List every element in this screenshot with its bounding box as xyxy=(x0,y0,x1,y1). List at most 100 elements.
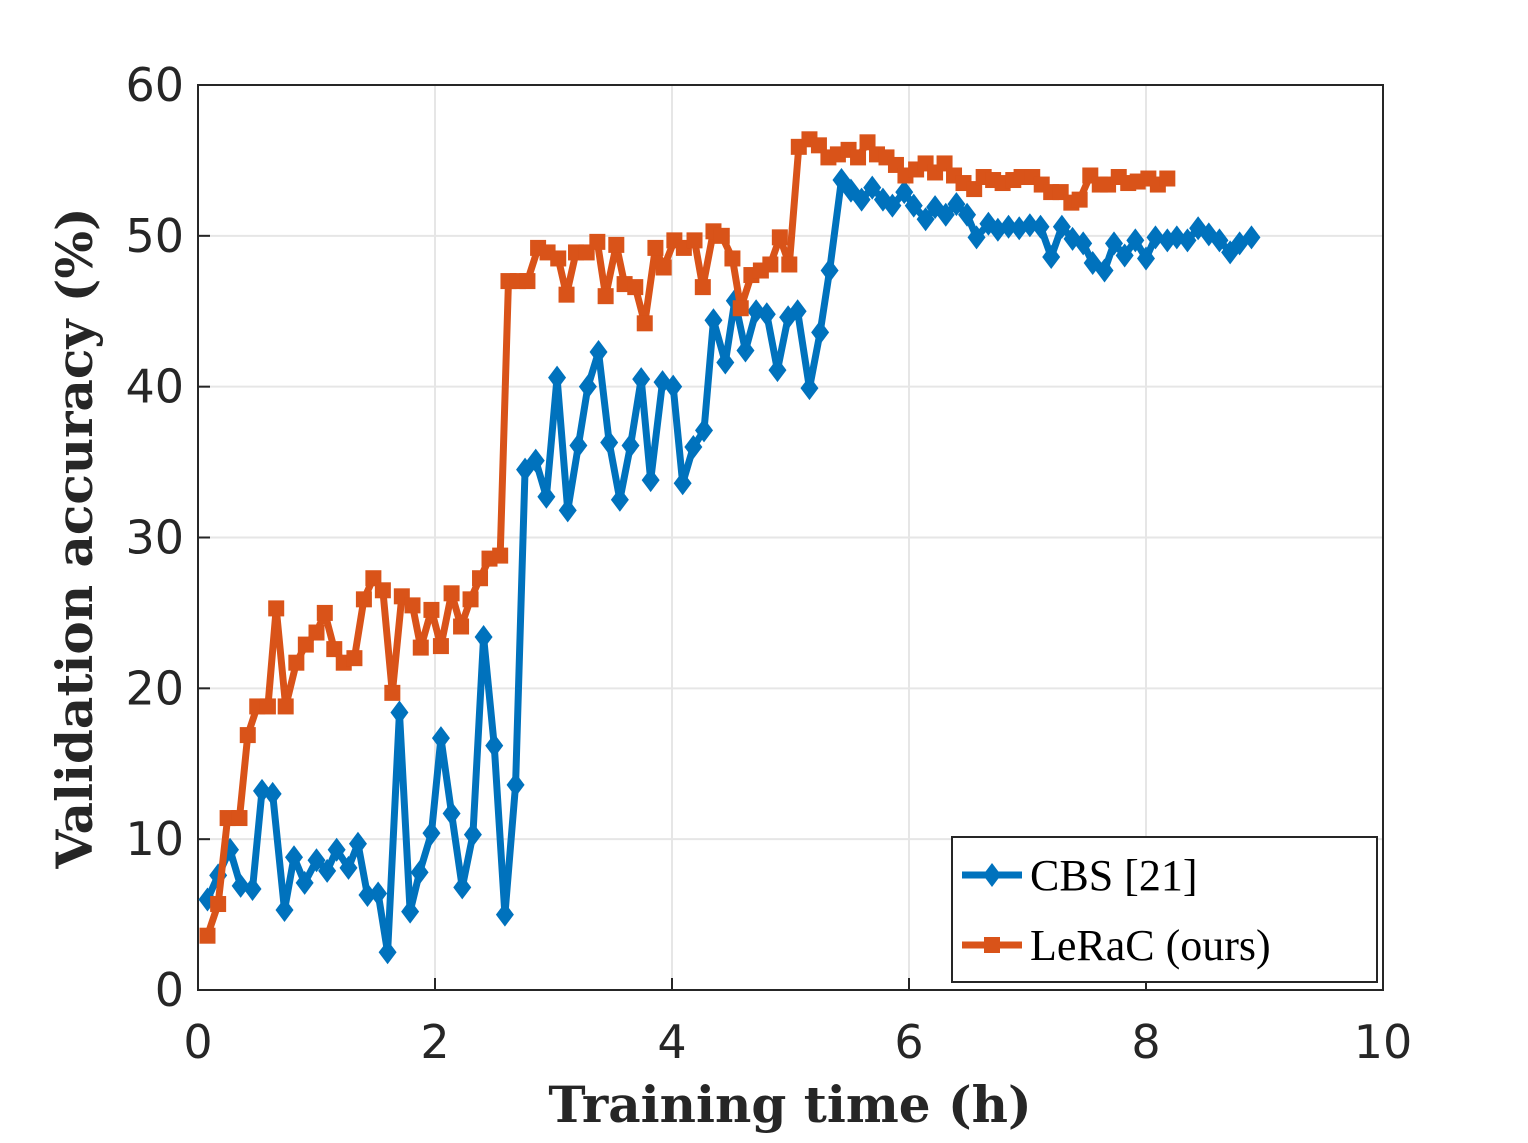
marker xyxy=(231,873,250,898)
x-tick-label: 2 xyxy=(420,1015,449,1069)
y-tick-label: 0 xyxy=(155,963,184,1017)
marker xyxy=(1105,231,1124,256)
marker xyxy=(1031,214,1050,239)
marker xyxy=(704,308,723,333)
marker xyxy=(355,591,372,608)
x-tick-label: 6 xyxy=(894,1015,923,1069)
marker xyxy=(947,192,966,217)
marker xyxy=(284,845,303,870)
marker xyxy=(811,320,830,345)
marker xyxy=(713,227,730,244)
marker xyxy=(308,624,325,641)
x-tick-label: 10 xyxy=(1354,1015,1413,1069)
marker xyxy=(537,484,556,509)
marker xyxy=(1095,258,1114,283)
marker xyxy=(724,250,741,267)
marker xyxy=(401,899,420,924)
marker xyxy=(432,638,449,655)
marker xyxy=(600,430,619,455)
y-tick-label: 20 xyxy=(125,661,184,715)
marker xyxy=(597,288,614,305)
marker xyxy=(288,654,305,671)
legend-label: CBS [21] xyxy=(1030,851,1197,900)
marker xyxy=(569,433,588,458)
marker xyxy=(771,229,788,246)
marker xyxy=(365,570,382,587)
marker xyxy=(492,547,509,564)
marker xyxy=(852,187,871,212)
marker xyxy=(589,233,606,250)
marker xyxy=(277,698,294,715)
x-axis-label: Training time (h) xyxy=(548,1075,1031,1134)
marker xyxy=(916,207,935,232)
marker xyxy=(1210,228,1229,253)
marker xyxy=(608,236,625,253)
marker xyxy=(462,591,479,608)
legend-label: LeRaC (ours) xyxy=(1030,921,1271,970)
marker xyxy=(463,822,482,847)
marker xyxy=(863,175,882,200)
marker xyxy=(443,585,460,602)
marker xyxy=(757,302,776,327)
marker xyxy=(1115,243,1134,268)
marker xyxy=(526,448,545,473)
marker xyxy=(358,882,377,907)
marker xyxy=(404,597,421,614)
marker xyxy=(548,365,567,390)
y-tick-label: 10 xyxy=(125,812,184,866)
marker xyxy=(326,641,343,658)
y-tick-label: 30 xyxy=(125,511,184,565)
y-tick-label: 40 xyxy=(125,360,184,414)
marker xyxy=(958,202,977,227)
marker xyxy=(810,137,827,154)
marker xyxy=(423,601,440,618)
marker xyxy=(684,435,703,459)
marker xyxy=(578,374,597,399)
marker xyxy=(883,193,902,218)
marker xyxy=(1242,225,1261,250)
marker xyxy=(495,902,514,927)
y-axis-label: Validation accuracy (%) xyxy=(45,207,104,869)
marker xyxy=(339,855,358,880)
marker xyxy=(1020,213,1039,238)
marker xyxy=(904,193,923,218)
marker xyxy=(346,650,363,667)
marker xyxy=(474,625,493,650)
marker xyxy=(410,860,429,885)
marker xyxy=(519,273,536,290)
marker xyxy=(472,570,489,587)
legend: CBS [21] LeRaC (ours) xyxy=(951,836,1378,983)
marker xyxy=(374,582,391,599)
marker xyxy=(716,350,735,375)
marker xyxy=(506,772,525,797)
marker xyxy=(1159,170,1176,187)
marker xyxy=(694,418,713,443)
marker xyxy=(263,781,282,806)
marker xyxy=(442,801,461,826)
plot-frame xyxy=(197,84,1384,991)
marker xyxy=(275,898,294,923)
marker xyxy=(316,604,333,621)
marker xyxy=(641,468,660,493)
marker xyxy=(558,286,575,303)
marker xyxy=(384,684,401,701)
marker xyxy=(632,367,651,392)
marker xyxy=(895,180,914,205)
marker xyxy=(694,279,711,296)
marker xyxy=(348,831,367,856)
marker xyxy=(453,875,472,900)
marker xyxy=(1071,191,1088,208)
marker xyxy=(307,848,326,873)
marker xyxy=(318,858,337,883)
marker xyxy=(558,498,577,523)
marker xyxy=(1074,231,1093,256)
marker xyxy=(378,940,397,965)
marker xyxy=(231,810,248,827)
marker xyxy=(1042,244,1061,269)
marker xyxy=(1126,228,1145,253)
marker xyxy=(936,155,953,172)
marker xyxy=(422,821,441,846)
marker xyxy=(199,927,216,944)
marker xyxy=(239,727,256,744)
marker xyxy=(686,232,703,249)
